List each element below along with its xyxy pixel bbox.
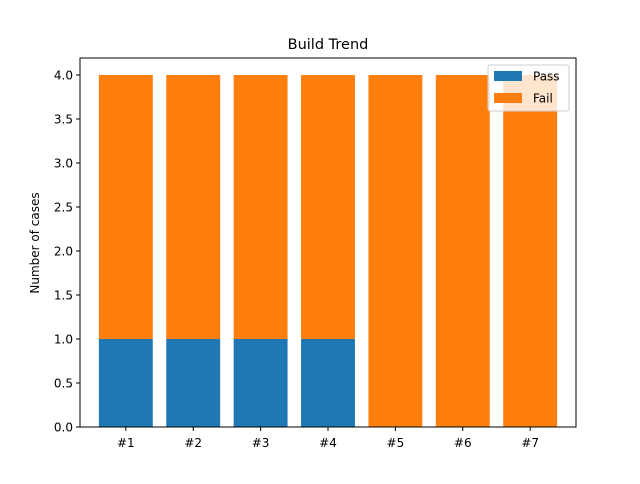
x-tick-label: #3 (252, 436, 270, 450)
x-tick-label: #4 (319, 436, 337, 450)
bar-pass-2 (166, 339, 221, 427)
y-axis-label: Number of cases (28, 192, 42, 293)
bars-layer (98, 75, 558, 427)
bar-fail-6 (435, 75, 490, 427)
legend-label-fail: Fail (533, 92, 553, 106)
bar-fail-2 (166, 75, 221, 339)
bar-fail-1 (98, 75, 153, 339)
legend-swatch-fail (494, 93, 522, 103)
bar-fail-5 (368, 75, 423, 427)
bar-pass-3 (233, 339, 288, 427)
bar-fail-4 (301, 75, 355, 339)
y-tick-label: 3.0 (54, 156, 73, 170)
bar-fail-3 (233, 75, 288, 339)
y-tick-label: 0.0 (54, 420, 73, 434)
x-tick-label: #6 (454, 436, 472, 450)
chart-title: Build Trend (288, 37, 369, 53)
bar-pass-1 (98, 339, 153, 427)
legend-label-pass: Pass (533, 70, 560, 84)
y-tick-label: 0.5 (54, 376, 73, 390)
x-tick-label: #2 (184, 436, 202, 450)
y-tick-label: 2.0 (54, 244, 73, 258)
y-tick-label: 1.0 (54, 332, 73, 346)
bar-pass-4 (301, 339, 355, 427)
legend: Pass Fail (487, 64, 570, 112)
axes-layer: 0.0 0.5 1.0 1.5 2.0 2.5 3.0 3.5 4.0 #1 #2 #3 #4 #5 #6 #… (54, 57, 577, 450)
bar-fail-7 (503, 75, 558, 427)
x-tick-label: #1 (117, 436, 135, 450)
x-tick-label: #7 (521, 436, 539, 450)
y-tick-label: 2.5 (54, 200, 73, 214)
y-tick-label: 4.0 (54, 68, 73, 82)
legend-swatch-pass (494, 71, 522, 81)
y-tick-label: 1.5 (54, 288, 73, 302)
x-tick-label: #5 (387, 436, 405, 450)
y-tick-label: 3.5 (54, 112, 73, 126)
